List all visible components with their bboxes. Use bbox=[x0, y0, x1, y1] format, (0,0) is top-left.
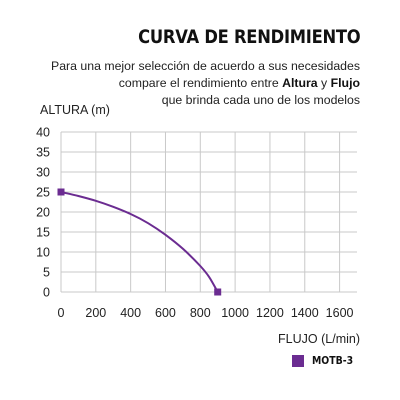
y-tick-label: 35 bbox=[36, 146, 50, 160]
series-layer bbox=[57, 188, 222, 296]
x-tick-label: 400 bbox=[120, 306, 141, 320]
x-axis-label: FLUJO (L/min) bbox=[278, 332, 360, 346]
x-tick-label: 1600 bbox=[326, 306, 354, 320]
series-point bbox=[214, 288, 222, 296]
description-connector: y bbox=[317, 76, 331, 90]
x-tick-label: 800 bbox=[190, 306, 211, 320]
x-tick-label: 200 bbox=[85, 306, 106, 320]
legend-swatch bbox=[291, 354, 304, 367]
x-tick-label: 1200 bbox=[256, 306, 284, 320]
y-tick-label: 0 bbox=[43, 286, 50, 300]
y-tick-label: 25 bbox=[36, 186, 50, 200]
y-tick-label: 40 bbox=[36, 126, 50, 140]
y-tick-label: 30 bbox=[36, 166, 50, 180]
x-tick-labels: 0 200 400 600 800 1000 1200 1400 1600 bbox=[58, 306, 354, 320]
description-line-3: que brinda cada uno de los modelos bbox=[161, 93, 360, 107]
description-line-2: compare el rendimiento entre Altura y Fl… bbox=[30, 75, 360, 92]
y-tick-labels: 0 5 10 15 20 25 30 35 40 bbox=[36, 126, 50, 300]
series-point bbox=[57, 188, 65, 196]
series-line bbox=[60, 191, 219, 293]
grid-lines bbox=[60, 131, 357, 293]
chart-title: CURVA DE RENDIMIENTO bbox=[137, 26, 361, 48]
description-text: compare el rendimiento entre bbox=[118, 76, 283, 90]
x-tick-label: 1000 bbox=[221, 306, 249, 320]
y-tick-label: 20 bbox=[36, 206, 50, 220]
y-axis-label: ALTURA (m) bbox=[40, 103, 110, 117]
legend: MOTB-3 bbox=[291, 354, 360, 367]
description-line-1: Para una mejor selección de acuerdo a su… bbox=[51, 59, 360, 73]
x-tick-label: 1400 bbox=[291, 306, 319, 320]
legend-label: MOTB-3 bbox=[311, 354, 353, 367]
y-tick-label: 10 bbox=[36, 246, 50, 260]
description-bold-altura: Altura bbox=[282, 76, 318, 90]
y-tick-label: 15 bbox=[36, 226, 50, 240]
description-bold-flujo: Flujo bbox=[330, 76, 360, 90]
y-tick-label: 5 bbox=[43, 266, 50, 280]
chart-description: Para una mejor selección de acuerdo a su… bbox=[30, 58, 360, 109]
x-tick-label: 600 bbox=[155, 306, 176, 320]
x-tick-label: 0 bbox=[58, 306, 65, 320]
